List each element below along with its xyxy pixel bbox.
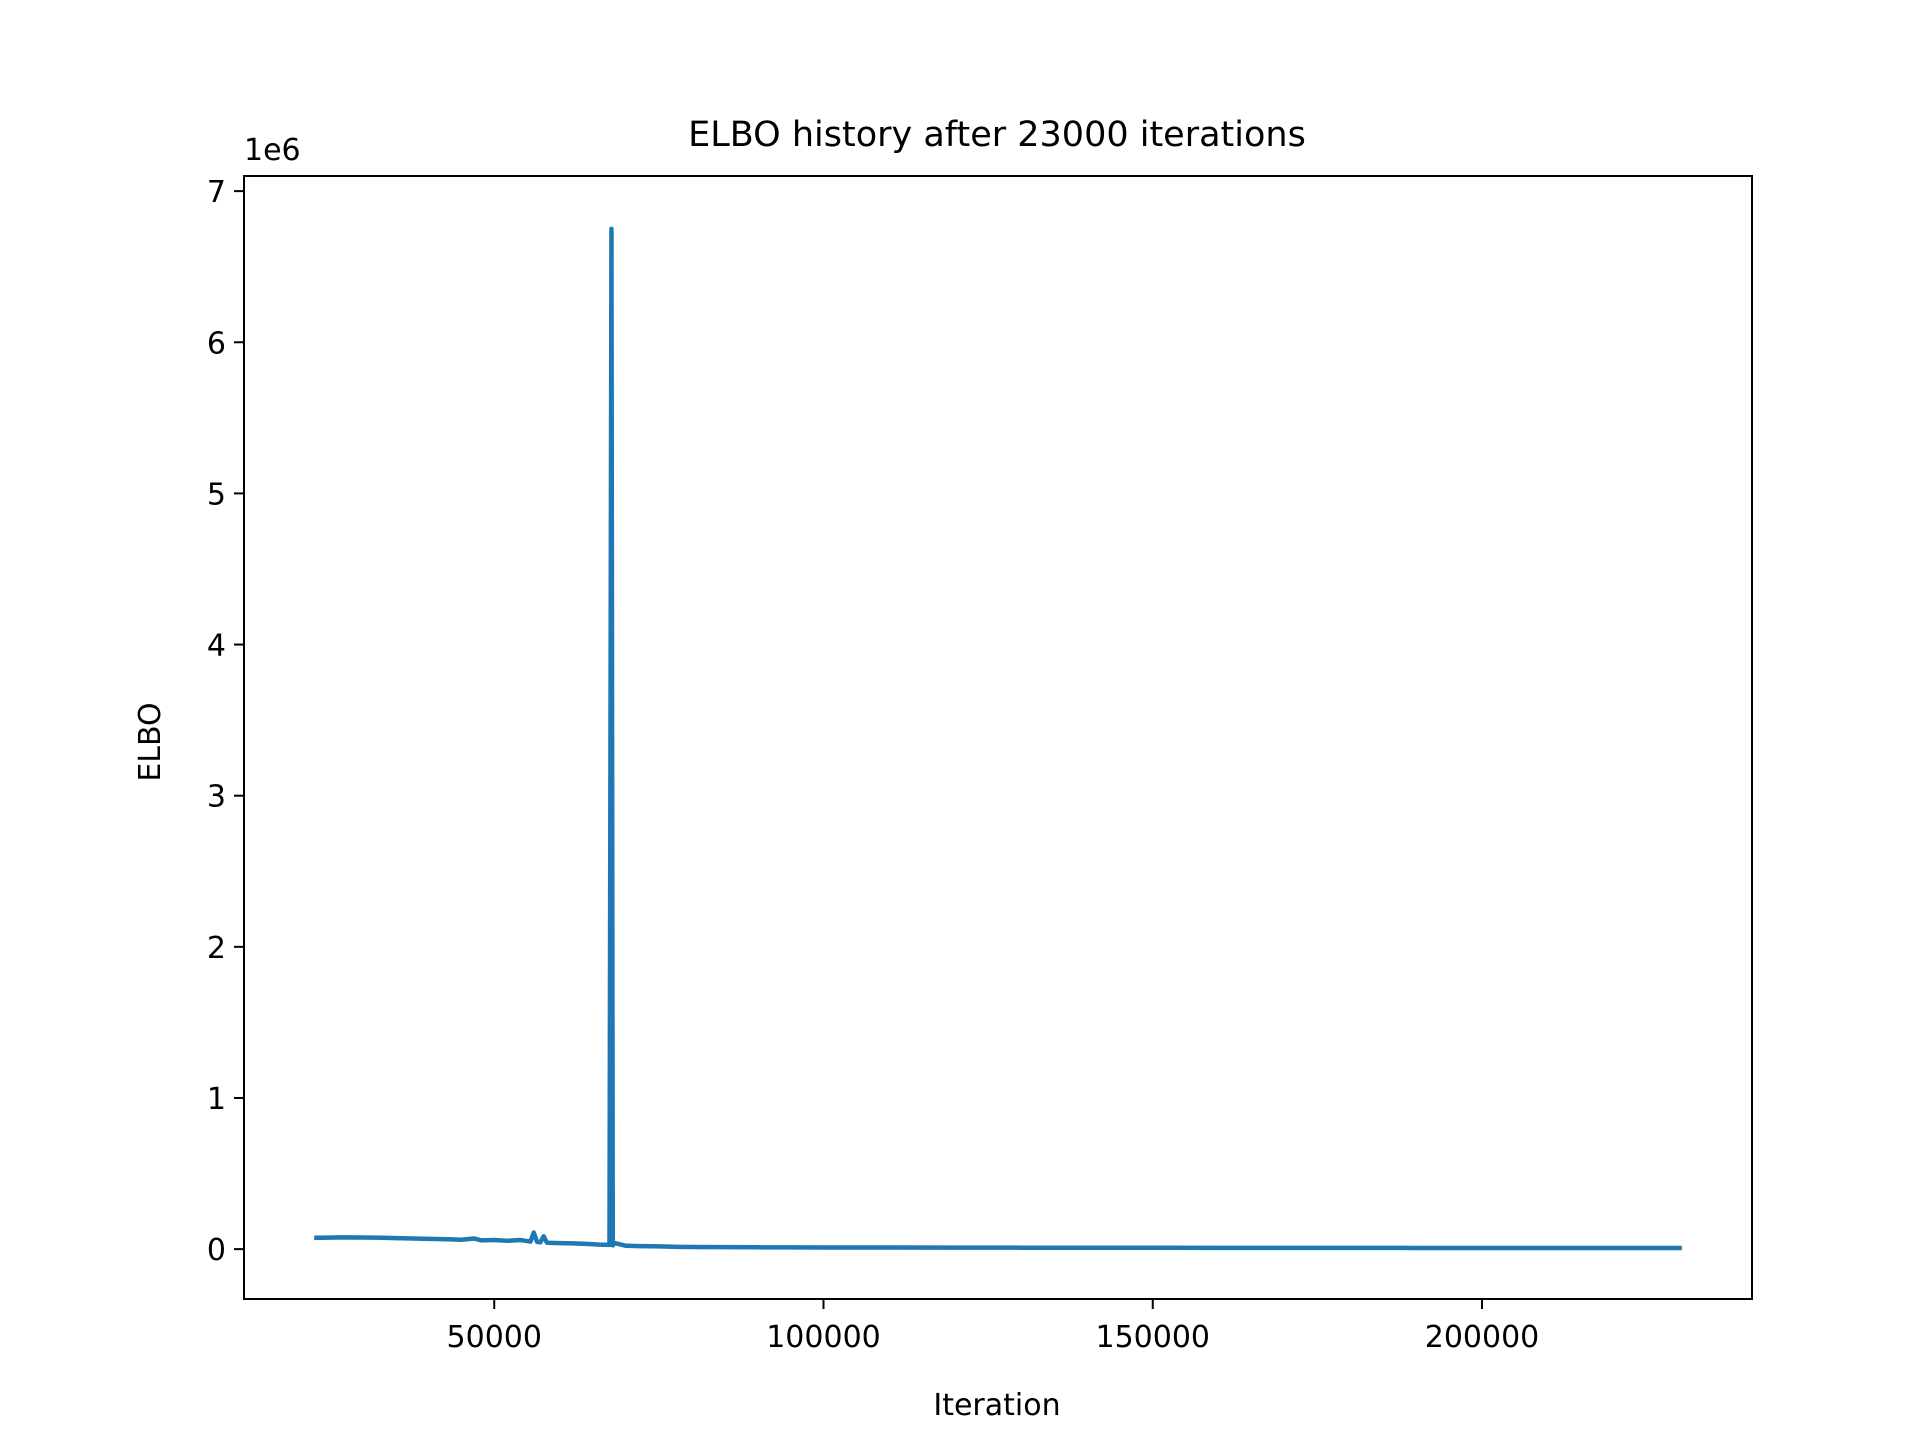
y-tick-label: 2 xyxy=(207,931,226,966)
x-axis-label: Iteration xyxy=(933,1388,1060,1423)
y-tick-label: 6 xyxy=(207,326,226,361)
plot-area xyxy=(314,226,1682,1251)
x-tick-label: 50000 xyxy=(447,1320,542,1355)
y-tick-label: 1 xyxy=(207,1082,226,1117)
y-axis-offset-label: 1e6 xyxy=(244,133,301,168)
x-tick-label: 100000 xyxy=(766,1320,881,1355)
x-tick-label: 200000 xyxy=(1425,1320,1540,1355)
y-tick-label: 7 xyxy=(207,175,226,210)
chart-title: ELBO history after 23000 iterations xyxy=(688,115,1306,155)
y-tick-label: 0 xyxy=(207,1233,226,1268)
series-line-1 xyxy=(314,226,1682,1251)
y-axis-label: ELBO xyxy=(133,702,168,781)
y-tick-label: 5 xyxy=(207,477,226,512)
x-tick-label: 150000 xyxy=(1095,1320,1210,1355)
axes: 50000 100000 150000 200000 0 1 2 3 4 5 6 7 xyxy=(207,175,1753,1355)
y-tick-label: 3 xyxy=(207,780,226,815)
y-tick-label: 4 xyxy=(207,629,226,664)
axes-frame xyxy=(243,175,1753,1300)
